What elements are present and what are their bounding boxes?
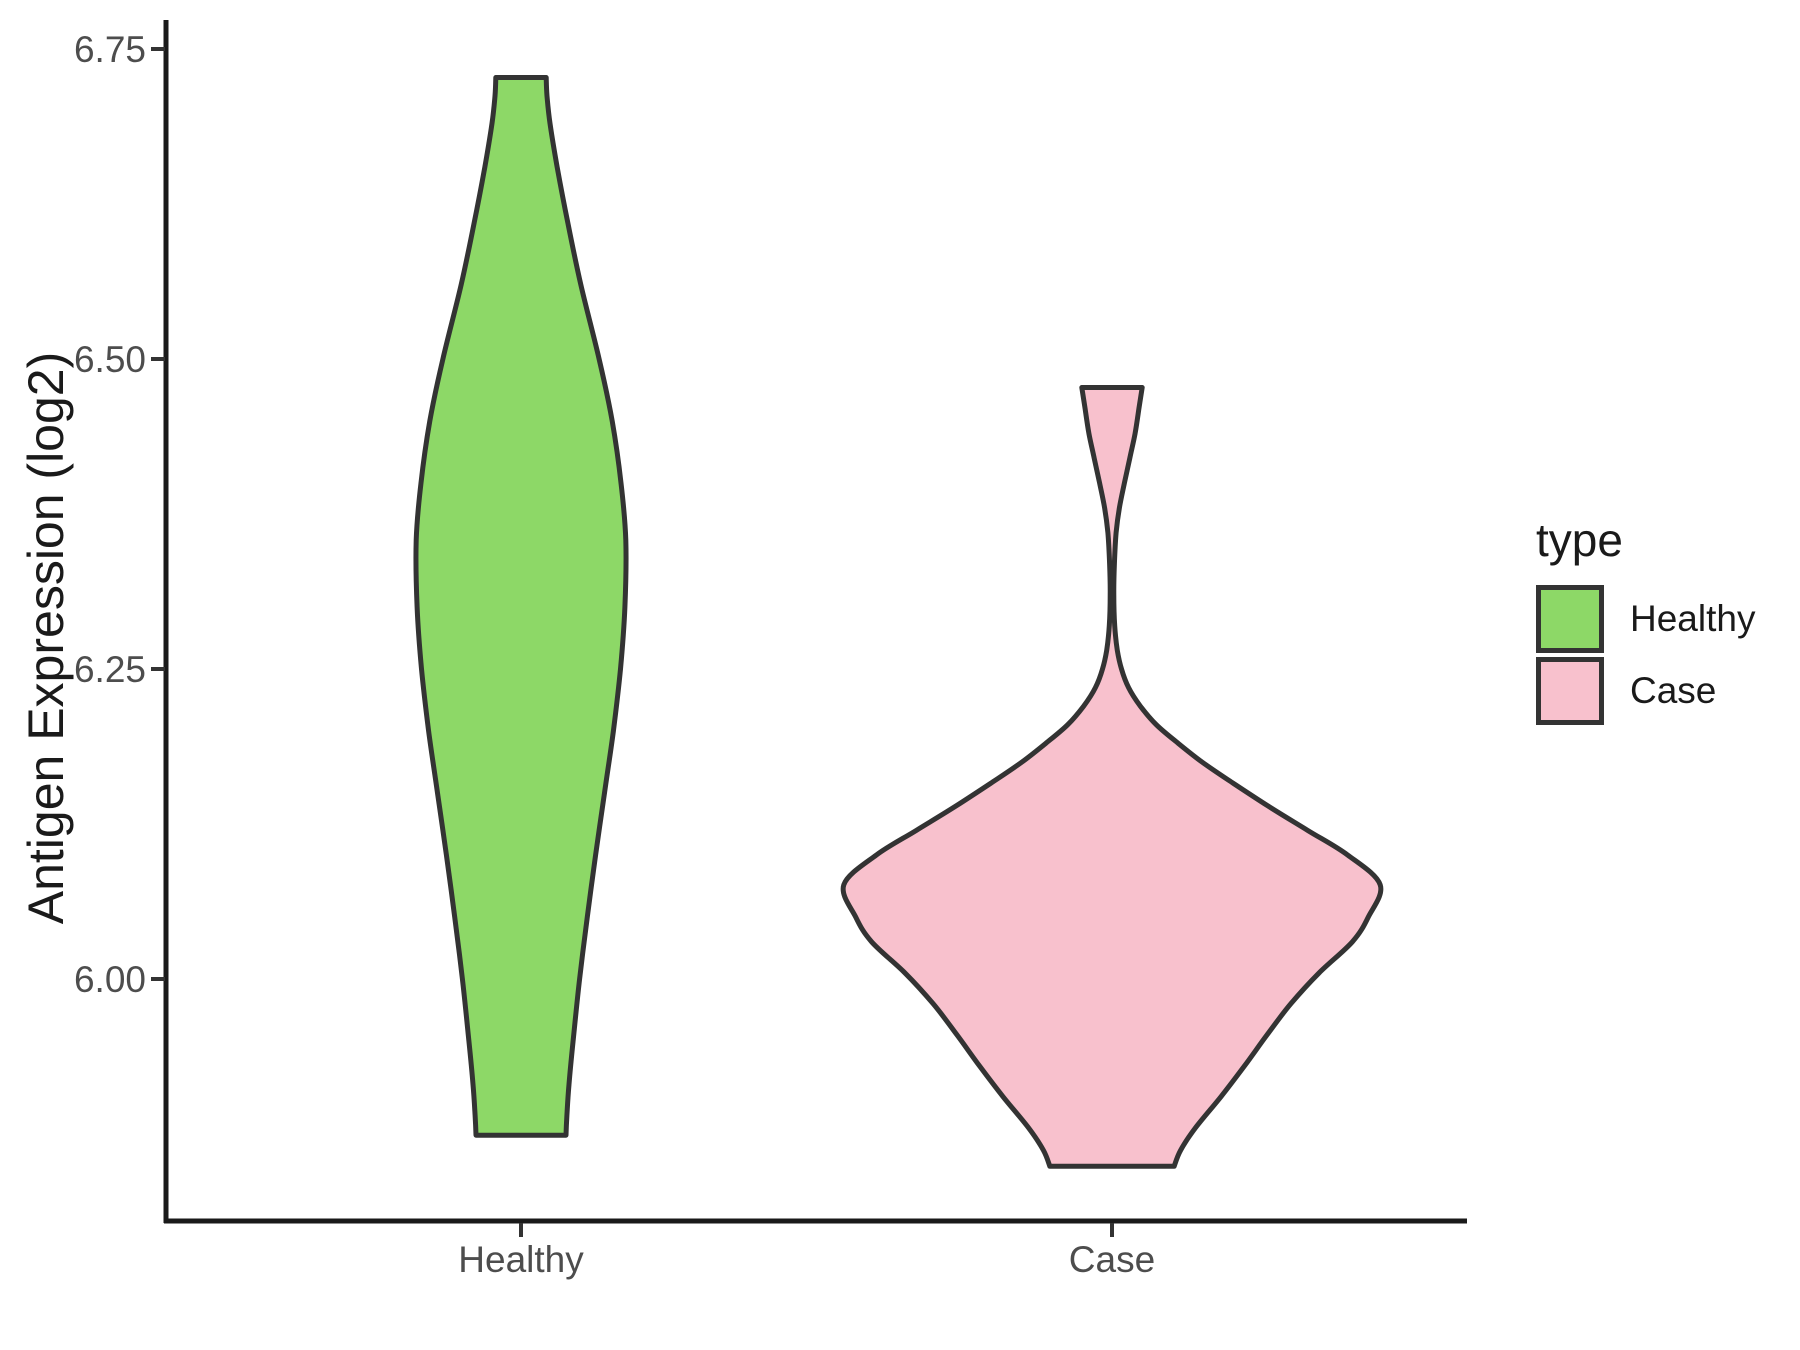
violin-healthy [413, 75, 629, 1138]
legend-title: type [1536, 514, 1623, 566]
x-tick-label-healthy: Healthy [458, 1239, 584, 1280]
y-tick-label: 6.25 [73, 649, 146, 690]
y-tick-label: 6.50 [73, 339, 146, 380]
legend-label: Case [1630, 669, 1717, 711]
y-tick-label: 6.00 [73, 959, 146, 1000]
legend-key-swatch [1536, 656, 1604, 725]
legend-label: Healthy [1630, 597, 1756, 639]
legend-items: Healthy Case [1536, 584, 1756, 725]
legend: type Healthy Case [1536, 514, 1755, 729]
legend-key-swatch [1536, 584, 1604, 653]
x-tick-label-case: Case [1068, 1239, 1156, 1280]
y-axis-title: Antigen Expression (log2) [18, 351, 74, 925]
legend-entry-healthy: Healthy [1536, 584, 1756, 653]
violin-case [840, 385, 1384, 1169]
y-tick-label: 6.75 [73, 29, 146, 70]
legend-entry-case: Case [1536, 656, 1755, 725]
